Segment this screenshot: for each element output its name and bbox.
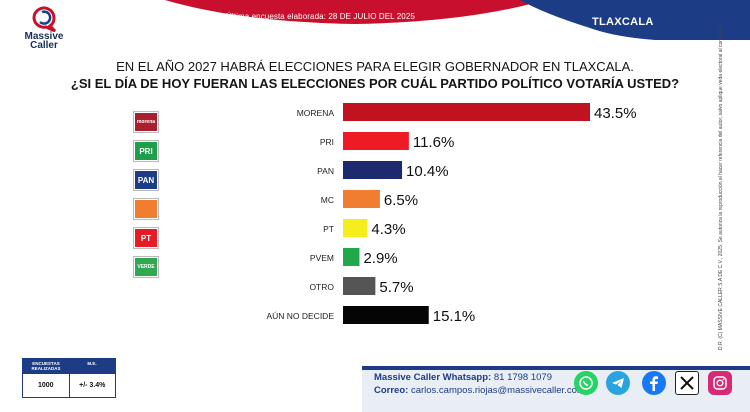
category-label: PVEM	[310, 253, 334, 263]
party-logo-pt: PT	[133, 227, 159, 249]
party-logo-mark: PT	[135, 229, 157, 247]
brand-logo: Massive Caller	[12, 4, 82, 52]
bar-morena	[343, 103, 590, 121]
bar-a-n-no-decide	[343, 306, 429, 324]
bar-pan	[343, 161, 403, 179]
bar-pvem	[343, 248, 360, 266]
bar-otro	[343, 277, 376, 295]
whatsapp-icon[interactable]	[574, 371, 598, 395]
bar-mc	[343, 190, 380, 208]
category-label: MORENA	[297, 108, 335, 118]
party-logo-mc	[133, 198, 159, 220]
stats-value-surveys: 1000	[37, 382, 54, 389]
email-line: Correo: carlos.campos.riojas@massivecall…	[374, 384, 585, 397]
brand-line-2: Caller	[30, 40, 58, 51]
category-label: MC	[321, 195, 334, 205]
stats-header-error: M.E.	[87, 361, 97, 366]
value-label: 10.4%	[406, 163, 449, 180]
stats-value-row: 1000 +/- 3.4%	[23, 374, 115, 398]
top-banner: Última encuesta elaborada: 28 DE JULIO D…	[0, 0, 750, 40]
category-label: AÚN NO DECIDE	[266, 311, 334, 321]
email-label: Correo:	[374, 385, 409, 396]
chart-question-line-1: EN EL AÑO 2027 HABRÁ ELECCIONES PARA ELE…	[116, 59, 634, 74]
whatsapp-number[interactable]: 81 1798 1079	[493, 372, 552, 383]
value-label: 11.6%	[413, 134, 454, 151]
whatsapp-label: Massive Caller Whatsapp:	[374, 372, 492, 383]
party-logo-mark: VERDE	[135, 258, 157, 276]
value-label: 15.1%	[433, 308, 476, 325]
party-logo-morena: morena	[133, 111, 159, 133]
stats-value-error: +/- 3.4%	[68, 374, 116, 398]
value-label: 5.7%	[379, 279, 413, 296]
party-logo-mark	[135, 200, 157, 218]
stats-header-surveys: ENCUESTAS REALIZADAS	[31, 361, 61, 371]
stats-header-row: ENCUESTAS REALIZADAS M.E.	[23, 359, 115, 374]
value-label: 43.5%	[594, 105, 637, 122]
region-label: TLAXCALA	[592, 16, 654, 28]
brand-name: Massive Caller	[12, 31, 76, 51]
survey-date: Última encuesta elaborada: 28 DE JULIO D…	[226, 12, 415, 21]
facebook-icon[interactable]	[642, 371, 666, 395]
bar-pri	[343, 132, 409, 150]
party-logo-mark: PRI	[135, 142, 157, 160]
bar-chart: MORENA 43.5% PRI 11.6% PAN 10.4% MC 6.5% PT 4.3% P…	[266, 103, 637, 325]
chart-question-line-2: ¿SI EL DÍA DE HOY FUERAN LAS ELECCIONES …	[70, 76, 680, 91]
email-address[interactable]: carlos.campos.riojas@massivecaller.com	[410, 385, 585, 396]
category-label: OTRO	[309, 282, 334, 292]
instagram-icon[interactable]	[708, 371, 732, 395]
bar-pt	[343, 219, 368, 237]
party-logo-pri: PRI	[133, 140, 159, 162]
value-label: 2.9%	[363, 250, 397, 267]
x-icon[interactable]	[675, 371, 699, 395]
value-label: 4.3%	[371, 221, 405, 238]
category-label: PT	[323, 224, 334, 234]
whatsapp-line: Massive Caller Whatsapp: 81 1798 1079	[374, 371, 585, 384]
category-label: PRI	[320, 137, 334, 147]
contact-info: Massive Caller Whatsapp: 81 1798 1079 Co…	[374, 371, 585, 397]
telegram-icon[interactable]	[606, 371, 630, 395]
value-label: 6.5%	[384, 192, 418, 209]
party-logo-mark: PAN	[135, 171, 157, 189]
party-logo-pan: PAN	[133, 169, 159, 191]
top-banner-shape	[165, 0, 750, 40]
copyright-text: D.R. (C) MASSIVE CALLER S.A DE C.V., 202…	[718, 23, 724, 350]
copyright-note: D.R. (C) MASSIVE CALLER S.A DE C.V., 202…	[704, 23, 724, 352]
party-logo-pvem: VERDE	[133, 256, 159, 278]
logo-mark-icon	[32, 6, 57, 32]
category-label: PAN	[317, 166, 334, 176]
survey-stats-table: ENCUESTAS REALIZADAS M.E. 1000 +/- 3.4%	[22, 358, 116, 398]
brand-line-1: Massive	[24, 31, 64, 42]
party-logo-mark: morena	[135, 113, 157, 131]
